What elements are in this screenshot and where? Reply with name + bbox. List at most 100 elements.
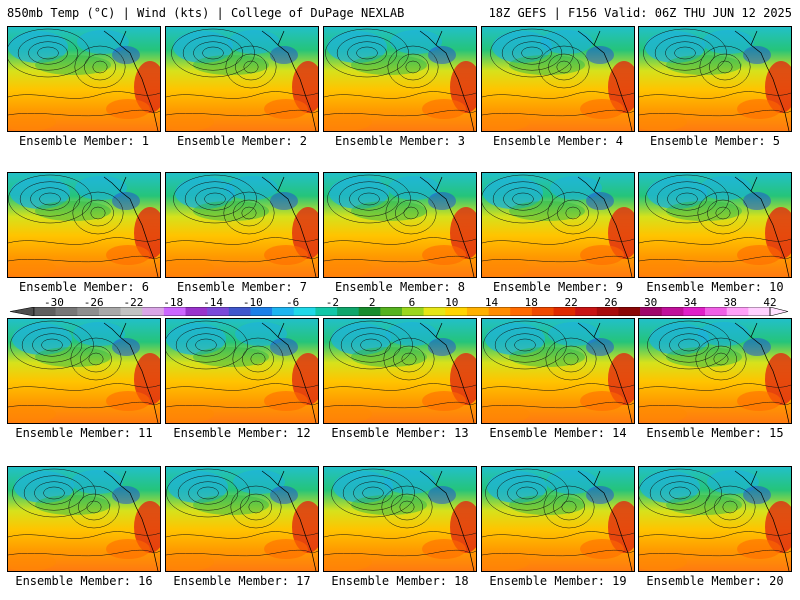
colorbar-tick-label: 42: [763, 296, 777, 309]
temperature-map: [639, 467, 791, 571]
ensemble-map-panel: [7, 26, 161, 132]
colorbar-swatch: [315, 307, 338, 316]
temperature-colorbar: -30 -26 -22 -18 -14 -10 -6 -2 2 6 10 14 18 22 26 30 34 38…: [0, 296, 800, 318]
ensemble-map-panel: [638, 26, 792, 132]
ensemble-member-label: Ensemble Member: 10: [646, 280, 784, 294]
temperature-map: [639, 319, 791, 423]
colorbar-swatch: [640, 307, 663, 316]
temperature-map: [482, 319, 634, 423]
colorbar-swatch: [358, 307, 381, 316]
ensemble-member-label: Ensemble Member: 11: [15, 426, 153, 440]
temperature-map: [324, 319, 476, 423]
ensemble-map-panel: [165, 318, 319, 424]
ensemble-map-panel: [323, 466, 477, 572]
ensemble-map-panel: [7, 172, 161, 278]
colorbar-tick-label: -26: [83, 296, 104, 309]
ensemble-member-label: Ensemble Member: 9: [492, 280, 624, 294]
colorbar-swatch: [575, 307, 598, 316]
colorbar-swatch: [185, 307, 208, 316]
ensemble-member-label: Ensemble Member: 20: [646, 574, 784, 588]
colorbar-tick-label: 14: [484, 296, 499, 309]
ensemble-map-panel: [7, 466, 161, 572]
colorbar-swatch: [55, 307, 78, 316]
colorbar-swatch: [120, 307, 143, 316]
temperature-map: [639, 173, 791, 277]
ensemble-member-label: Ensemble Member: 13: [331, 426, 469, 440]
colorbar-swatch: [380, 307, 403, 316]
ensemble-member-label: Ensemble Member: 2: [176, 134, 308, 148]
colorbar-tick-label: 6: [408, 296, 416, 309]
ensemble-map-panel: [481, 172, 635, 278]
colorbar-tick-label: 18: [524, 296, 538, 309]
valid-time-title: 18Z GEFS | F156 Valid: 06Z THU JUN 12 20…: [488, 6, 792, 20]
ensemble-member-label: Ensemble Member: 15: [646, 426, 784, 440]
colorbar-swatch: [531, 307, 554, 316]
ensemble-map-panel: [7, 318, 161, 424]
temperature-map: [482, 27, 634, 131]
ensemble-member-label: Ensemble Member: 8: [334, 280, 466, 294]
colorbar-swatch: [77, 307, 100, 316]
temperature-map: [482, 467, 634, 571]
colorbar-swatch: [228, 307, 251, 316]
colorbar-swatch: [618, 307, 641, 316]
colorbar-swatch: [445, 307, 468, 316]
temperature-map: [166, 173, 318, 277]
temperature-map: [8, 27, 160, 131]
colorbar-tick-label: -22: [123, 296, 144, 309]
colorbar-swatch: [402, 307, 424, 316]
ensemble-map-panel: [638, 172, 792, 278]
ensemble-member-label: Ensemble Member: 5: [649, 134, 781, 148]
ensemble-member-label: Ensemble Member: 16: [15, 574, 153, 588]
colorbar-swatch: [142, 307, 165, 316]
colorbar-swatch: [748, 307, 771, 316]
header: 850mb Temp (°C) | Wind (kts) | College o…: [0, 0, 800, 24]
temperature-map: [8, 319, 160, 423]
colorbar-swatch: [488, 307, 511, 316]
colorbar-swatch: [705, 307, 728, 316]
colorbar-swatch: [596, 307, 619, 316]
ensemble-member-label: Ensemble Member: 6: [18, 280, 150, 294]
colorbar-tick-label: 30: [644, 296, 658, 309]
ensemble-map-panel: [481, 466, 635, 572]
ensemble-member-label: Ensemble Member: 3: [334, 134, 466, 148]
ensemble-member-label: Ensemble Member: 19: [489, 574, 627, 588]
colorbar-tick-label: 34: [683, 296, 698, 309]
ensemble-map-panel: [165, 26, 319, 132]
colorbar-swatches: [9, 307, 789, 316]
temperature-map: [482, 173, 634, 277]
colorbar-tick-label: -18: [163, 296, 184, 309]
ensemble-map-panel: [638, 466, 792, 572]
ensemble-member-label: Ensemble Member: 4: [492, 134, 624, 148]
ensemble-map-panel: [638, 318, 792, 424]
colorbar-swatch: [466, 307, 489, 316]
colorbar-swatch: [510, 307, 533, 316]
ensemble-member-label: Ensemble Member: 18: [331, 574, 469, 588]
colorbar-swatch: [207, 307, 230, 316]
ensemble-member-label: Ensemble Member: 1: [18, 134, 150, 148]
colorbar-tick-label: 2: [368, 296, 376, 309]
ensemble-map-panel: [481, 318, 635, 424]
colorbar-swatch: [293, 307, 316, 316]
colorbar-swatch: [34, 307, 56, 316]
colorbar-tick-label: -6: [285, 296, 300, 309]
ensemble-map-panel: [323, 26, 477, 132]
colorbar-swatch: [423, 307, 446, 316]
colorbar-swatch: [98, 307, 121, 316]
product-title: 850mb Temp (°C) | Wind (kts) | College o…: [7, 6, 405, 20]
temperature-map: [166, 319, 318, 423]
temperature-map: [166, 27, 318, 131]
colorbar-tick-label: -2: [325, 296, 339, 309]
ensemble-map-panel: [323, 172, 477, 278]
colorbar-swatch: [661, 307, 684, 316]
colorbar-tick-label: 22: [564, 296, 578, 309]
colorbar-swatch: [272, 307, 295, 316]
temperature-map: [166, 467, 318, 571]
colorbar-tick-label: -10: [242, 296, 263, 309]
temperature-map: [639, 27, 791, 131]
colorbar-tick-label: -14: [203, 296, 223, 309]
ensemble-member-label: Ensemble Member: 17: [173, 574, 311, 588]
temperature-map: [324, 173, 476, 277]
colorbar-swatch: [250, 307, 273, 316]
colorbar-swatch: [337, 307, 360, 316]
ensemble-map-panel: [323, 318, 477, 424]
